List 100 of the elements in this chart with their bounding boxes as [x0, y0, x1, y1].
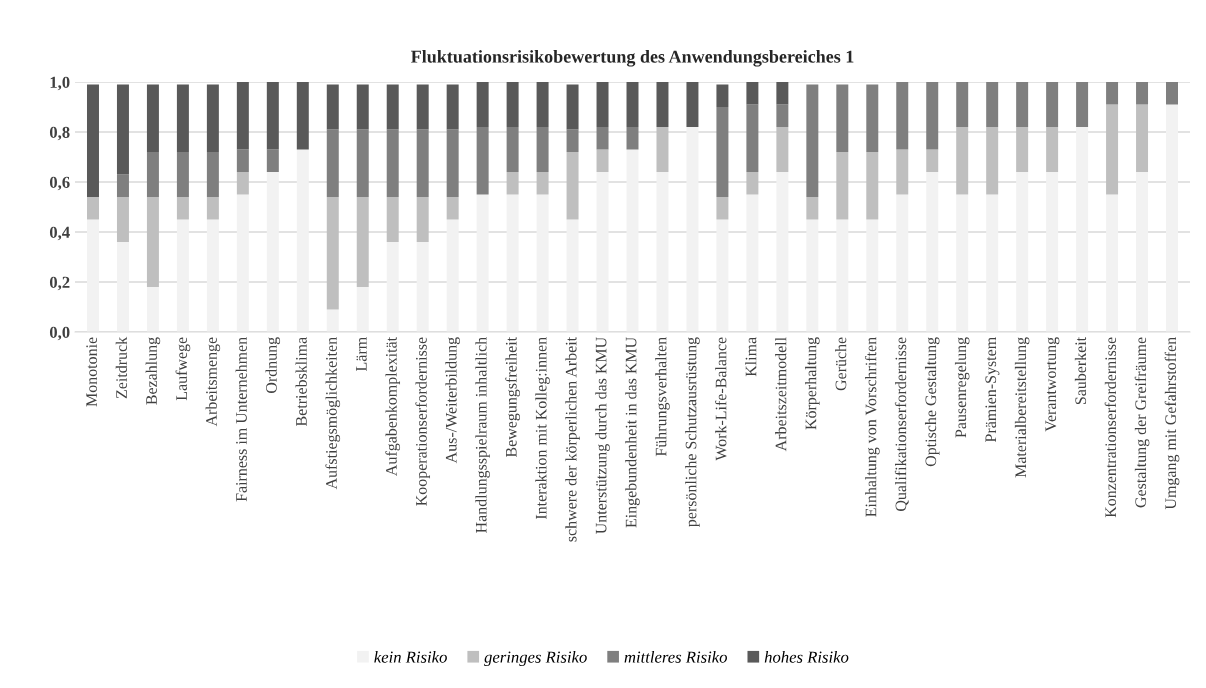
y-tick-label: 1,0 — [50, 76, 70, 91]
bar — [326, 129, 339, 197]
bar — [746, 194, 759, 332]
x-tick-label: Lärm — [356, 337, 367, 371]
bar — [446, 129, 459, 197]
x-tick-label: Führungsverhalten — [655, 337, 670, 457]
bar — [236, 149, 249, 172]
x-tick-label: Arbeitszeitmodell — [775, 337, 787, 452]
bar — [506, 194, 519, 332]
bar — [356, 197, 369, 287]
bar — [626, 127, 639, 150]
bar — [836, 84, 849, 152]
bar — [926, 149, 939, 172]
bar — [1136, 172, 1149, 332]
bar — [446, 84, 459, 130]
bar — [686, 127, 699, 332]
x-tick-label: Umgang mit Gefahrstoffen — [1164, 337, 1180, 510]
bar — [596, 127, 609, 150]
bar — [716, 84, 729, 107]
bar — [326, 309, 339, 332]
bar — [536, 82, 549, 127]
bar — [386, 242, 399, 332]
x-tick-label: Gestaltung der Greifräume — [1134, 337, 1150, 508]
bar — [896, 194, 909, 332]
x-tick-label: Eingebundenheit in das KMU — [625, 337, 640, 528]
bar — [956, 194, 969, 332]
bar — [866, 219, 879, 332]
bar — [1076, 82, 1089, 127]
legend-label: hohes Risiko — [764, 651, 849, 663]
bar — [416, 197, 429, 242]
x-tick-label: Qualifikationserfordernisse — [894, 337, 909, 511]
bar — [596, 149, 609, 172]
bar — [836, 152, 849, 220]
bar — [266, 149, 279, 172]
bar — [776, 82, 789, 105]
bar — [1106, 82, 1119, 105]
bar — [896, 149, 909, 195]
bar — [176, 152, 189, 197]
bar — [656, 127, 669, 172]
bar — [626, 149, 639, 332]
bar — [656, 172, 669, 332]
bar — [746, 172, 759, 195]
x-tick-label: Zeitdruck — [115, 336, 127, 399]
x-tick-label: Ordnung — [265, 337, 281, 393]
bar — [626, 82, 639, 127]
bar — [776, 127, 789, 172]
bar — [1166, 82, 1179, 105]
x-tick-label: Klima — [745, 337, 757, 377]
bar — [1016, 127, 1029, 172]
bar — [1046, 82, 1059, 127]
bar — [476, 127, 489, 195]
bar — [476, 194, 489, 332]
bar — [266, 82, 279, 150]
bar — [866, 152, 879, 220]
bar — [146, 287, 159, 332]
bar — [716, 219, 729, 332]
bar — [566, 219, 579, 332]
x-tick-label: Pausenregelung — [954, 337, 970, 438]
bar — [596, 82, 609, 127]
bar — [1106, 104, 1119, 195]
bar — [566, 152, 579, 220]
x-tick-label: Materialbereitstellung — [1014, 337, 1030, 478]
bar — [1016, 172, 1029, 332]
bar — [1136, 82, 1149, 105]
bar — [176, 219, 189, 332]
x-tick-label: Laufwege — [175, 337, 191, 401]
bar — [596, 172, 609, 332]
y-tick-label: 0,2 — [49, 276, 70, 291]
x-tick-label: Bezahlung — [145, 337, 161, 405]
bar — [176, 84, 189, 152]
x-tick-label: schwere der körperlichen Arbeit — [565, 336, 580, 542]
bar — [356, 84, 369, 130]
legend-label: mittleres Risiko — [624, 651, 727, 663]
x-tick-label: persönliche Schutzausrüstung — [685, 337, 700, 527]
bar — [1016, 82, 1029, 127]
x-tick-label: Gerüche — [835, 337, 847, 391]
bar — [116, 242, 129, 332]
bar — [86, 197, 99, 220]
bar — [746, 82, 759, 105]
bar — [776, 104, 789, 127]
y-tick-label: 0,6 — [49, 176, 70, 191]
bar — [146, 152, 159, 197]
bar — [1046, 172, 1059, 332]
bar — [776, 172, 789, 332]
bar — [206, 84, 219, 152]
bar — [506, 127, 519, 172]
bar — [1166, 104, 1179, 332]
x-tick-label: Einhaltung von Vorschriften — [864, 337, 880, 517]
bar — [356, 287, 369, 332]
bar — [716, 107, 729, 197]
x-tick-label: Prämien-System — [985, 337, 1000, 442]
bar — [536, 127, 549, 172]
bar — [86, 219, 99, 332]
x-tick-label: Kooperationserfordernisse — [415, 337, 431, 506]
x-tick-label: Bewegungsfreiheit — [505, 336, 520, 458]
bar — [536, 194, 549, 332]
bar — [986, 82, 999, 127]
bar — [386, 197, 399, 242]
bar — [1046, 127, 1059, 172]
bar — [206, 152, 219, 197]
